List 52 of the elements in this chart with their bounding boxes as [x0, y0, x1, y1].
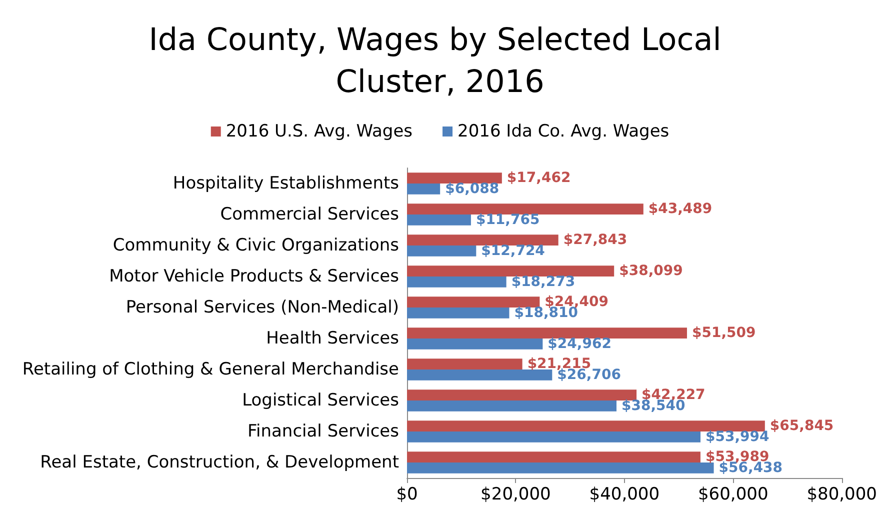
bar	[407, 184, 440, 194]
x-tick-label: $60,000	[698, 484, 768, 504]
data-label: $53,994	[705, 428, 770, 445]
data-label: $18,810	[514, 304, 578, 321]
bar	[407, 452, 700, 462]
data-label: $51,509	[692, 325, 756, 342]
bar	[407, 172, 502, 184]
y-tick-label: Retailing of Clothing & General Merchandise	[22, 360, 399, 380]
bar	[407, 462, 714, 474]
data-label: $38,540	[621, 398, 686, 414]
y-tick-label: Commercial Services	[220, 204, 400, 224]
data-label: $24,962	[548, 336, 612, 352]
y-tick-label: Motor Vehicle Products & Services	[109, 266, 400, 286]
x-tick-label: $20,000	[480, 484, 551, 504]
bar	[407, 308, 510, 318]
legend-label: 2016 Ida Co. Avg. Wages	[458, 122, 670, 142]
data-label: $43,489	[648, 201, 712, 218]
bar	[407, 328, 687, 338]
data-label: $27,843	[563, 232, 628, 248]
x-tick-label: $0	[396, 484, 418, 504]
data-label: $18,273	[511, 274, 576, 290]
data-label: $12,724	[481, 242, 546, 259]
data-label: $65,845	[770, 418, 834, 434]
data-label: $11,765	[476, 212, 540, 228]
y-tick-label: Real Estate, Construction, & Development	[40, 452, 400, 472]
bar	[407, 234, 558, 246]
y-tick-label: Hospitality Establishments	[172, 174, 400, 194]
chart-title: Ida County, Wages by Selected Local Cluster, 2016	[148, 22, 732, 100]
bar	[407, 276, 506, 288]
bar	[407, 214, 471, 226]
x-tick-label: $80,000	[806, 484, 878, 504]
data-label: $17,462	[506, 170, 571, 186]
bar	[407, 420, 765, 432]
bar	[407, 204, 644, 214]
legend-label: 2016 U.S. Avg. Wages	[226, 122, 413, 142]
bar	[407, 400, 616, 412]
y-tick-label: Logistical Services	[242, 390, 400, 410]
y-tick-label: Personal Services (Non-Medical)	[126, 298, 399, 318]
bar	[407, 370, 552, 380]
bar	[407, 246, 476, 256]
bar	[407, 338, 543, 350]
y-tick-label: Health Services	[266, 328, 400, 348]
data-label: $6,088	[445, 180, 500, 197]
bar	[407, 296, 540, 308]
y-tick-label: Community & Civic Organizations	[112, 236, 400, 256]
bar	[407, 432, 700, 442]
y-tick-label: Financial Services	[247, 422, 400, 442]
data-label: $38,099	[619, 263, 683, 280]
bar	[407, 266, 614, 276]
bar	[407, 358, 522, 370]
x-tick-label: $40,000	[589, 484, 660, 504]
bar	[407, 390, 637, 400]
